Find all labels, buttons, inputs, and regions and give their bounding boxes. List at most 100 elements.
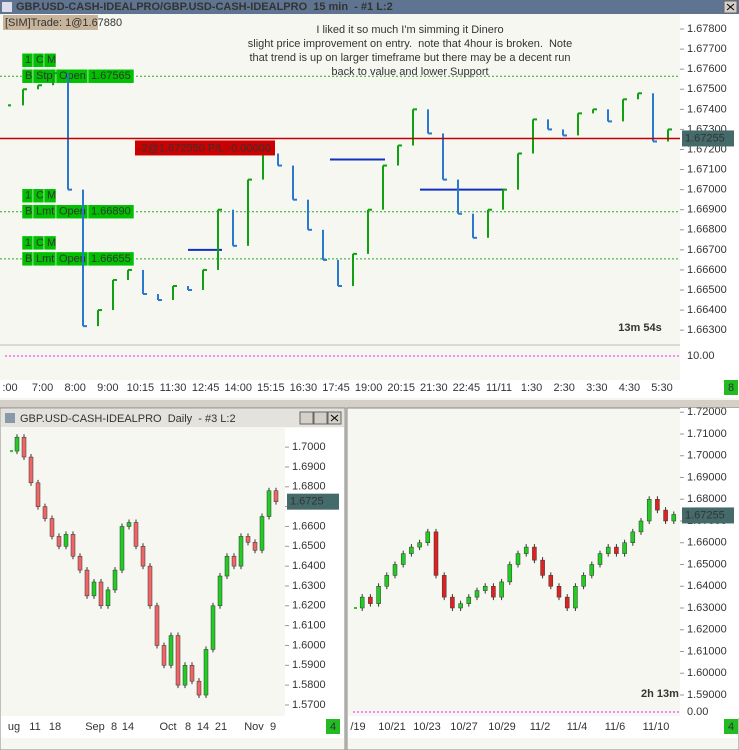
candle — [614, 546, 619, 554]
status-label: [SIM]Trade: 1@1.67880 — [5, 17, 122, 29]
order-price — [87, 68, 135, 84]
modify-button[interactable] — [43, 188, 57, 203]
annotation: back to value and lower Support — [331, 66, 488, 78]
candle — [91, 581, 97, 597]
candle — [655, 498, 660, 511]
candle — [196, 680, 202, 696]
last-price-label: 1.6725 — [290, 496, 324, 508]
x-tick-label: 10/27 — [450, 721, 478, 733]
candle — [35, 482, 41, 507]
order-price-label: 1.67565 — [91, 70, 131, 82]
candle — [245, 536, 251, 543]
candle — [133, 522, 139, 547]
window-number-box — [326, 719, 340, 734]
y-tick-label: 1.61000 — [687, 645, 727, 657]
x-tick-label: 10:15 — [127, 382, 155, 394]
candle — [182, 665, 188, 686]
candle — [42, 506, 48, 519]
y-tick-label: 1.6600 — [292, 520, 326, 532]
order-side-label: B — [25, 206, 32, 218]
last-price-label: 1.67255 — [685, 509, 725, 521]
x-tick-label: 11/11 — [486, 382, 512, 394]
y-tick-label: 1.64000 — [687, 580, 727, 592]
indicator-tick-label: 10.00 — [687, 350, 715, 362]
x-tick-label: 5:30 — [651, 382, 672, 394]
x-tick-label: Oct — [159, 721, 176, 733]
y-tick-label: 1.71000 — [687, 428, 727, 440]
last-price-box — [287, 493, 339, 510]
x-tick-label: 2:30 — [553, 382, 574, 394]
candle — [224, 555, 230, 577]
candle — [28, 456, 34, 484]
candle — [359, 596, 365, 609]
window-number-box — [724, 719, 738, 734]
time-axis — [1, 716, 344, 738]
annotation: I liked it so much I'm simming it Dinero — [316, 24, 503, 36]
candle — [49, 518, 55, 537]
x-tick-label: 11/2 — [530, 721, 551, 733]
candle — [231, 555, 237, 567]
modify-button[interactable] — [43, 52, 57, 68]
candle — [84, 569, 90, 597]
candle — [168, 635, 174, 666]
y-tick-label: 1.66000 — [687, 537, 727, 549]
order-qty-label: 1 — [25, 54, 31, 66]
y-tick-label: 1.67400 — [687, 103, 727, 115]
candle — [548, 575, 554, 587]
candle — [70, 534, 76, 557]
candle — [474, 590, 480, 598]
x-tick-label: 8 — [185, 721, 191, 733]
annotation: slight price improvement on entry. note … — [248, 38, 572, 50]
candle — [175, 635, 181, 686]
x-tick-label: 11/4 — [567, 721, 588, 733]
candle — [523, 546, 529, 554]
y-tick-label: 1.69000 — [687, 471, 727, 483]
candle — [21, 436, 27, 458]
y-tick-label: 1.70000 — [687, 450, 727, 462]
order-state-label: Open — [59, 253, 86, 265]
candle — [210, 605, 216, 650]
last-price-label: 1.67255 — [685, 132, 725, 144]
position-label: -2@1.672550 P/L:-0.00000 — [138, 142, 271, 154]
time-axis — [348, 716, 738, 738]
y-tick-label: 1.6100 — [292, 620, 326, 632]
window-icon — [2, 2, 12, 12]
y-tick-label: 1.7000 — [292, 441, 326, 453]
modify-button-label: M — [47, 54, 56, 66]
candle — [376, 585, 381, 604]
order-price-label: 1.66890 — [91, 206, 131, 218]
status-box — [3, 15, 98, 30]
candle — [217, 575, 223, 607]
window-title: GBP.USD-CASH-IDEALPRO Daily - #3 L:2 — [20, 413, 236, 425]
x-tick-label: Nov — [244, 721, 264, 733]
modify-button-label: M — [47, 237, 56, 249]
candle — [630, 531, 636, 543]
order-state-label: Open — [59, 206, 86, 218]
maximize-button[interactable] — [313, 411, 328, 425]
y-tick-label: 1.63000 — [687, 602, 727, 614]
window-icon — [5, 413, 15, 423]
y-tick-label: 1.6400 — [292, 560, 326, 572]
candle — [581, 575, 586, 587]
y-tick-label: 1.67000 — [687, 184, 727, 196]
modify-button[interactable] — [43, 235, 57, 251]
order-kind-label: Lmt — [36, 253, 54, 265]
order-side-label: B — [25, 253, 32, 265]
candle — [112, 569, 118, 591]
order-kind-label: Stp — [36, 70, 53, 82]
window-top — [0, 0, 739, 400]
candle — [392, 564, 398, 576]
order-price — [87, 251, 135, 267]
candle — [203, 649, 209, 696]
y-tick-label: 1.72000 — [687, 406, 727, 418]
x-tick-label: 14 — [122, 721, 134, 733]
price-axis — [680, 408, 739, 718]
cancel-button-label: C — [36, 54, 44, 66]
candle — [14, 436, 20, 452]
time-axis — [0, 380, 739, 398]
y-tick-label: 1.62000 — [687, 624, 727, 636]
minimize-button[interactable] — [299, 411, 314, 425]
y-tick-label: 1.66700 — [687, 244, 727, 256]
x-tick-label: /19 — [350, 721, 365, 733]
x-tick-label: 21:30 — [420, 382, 448, 394]
